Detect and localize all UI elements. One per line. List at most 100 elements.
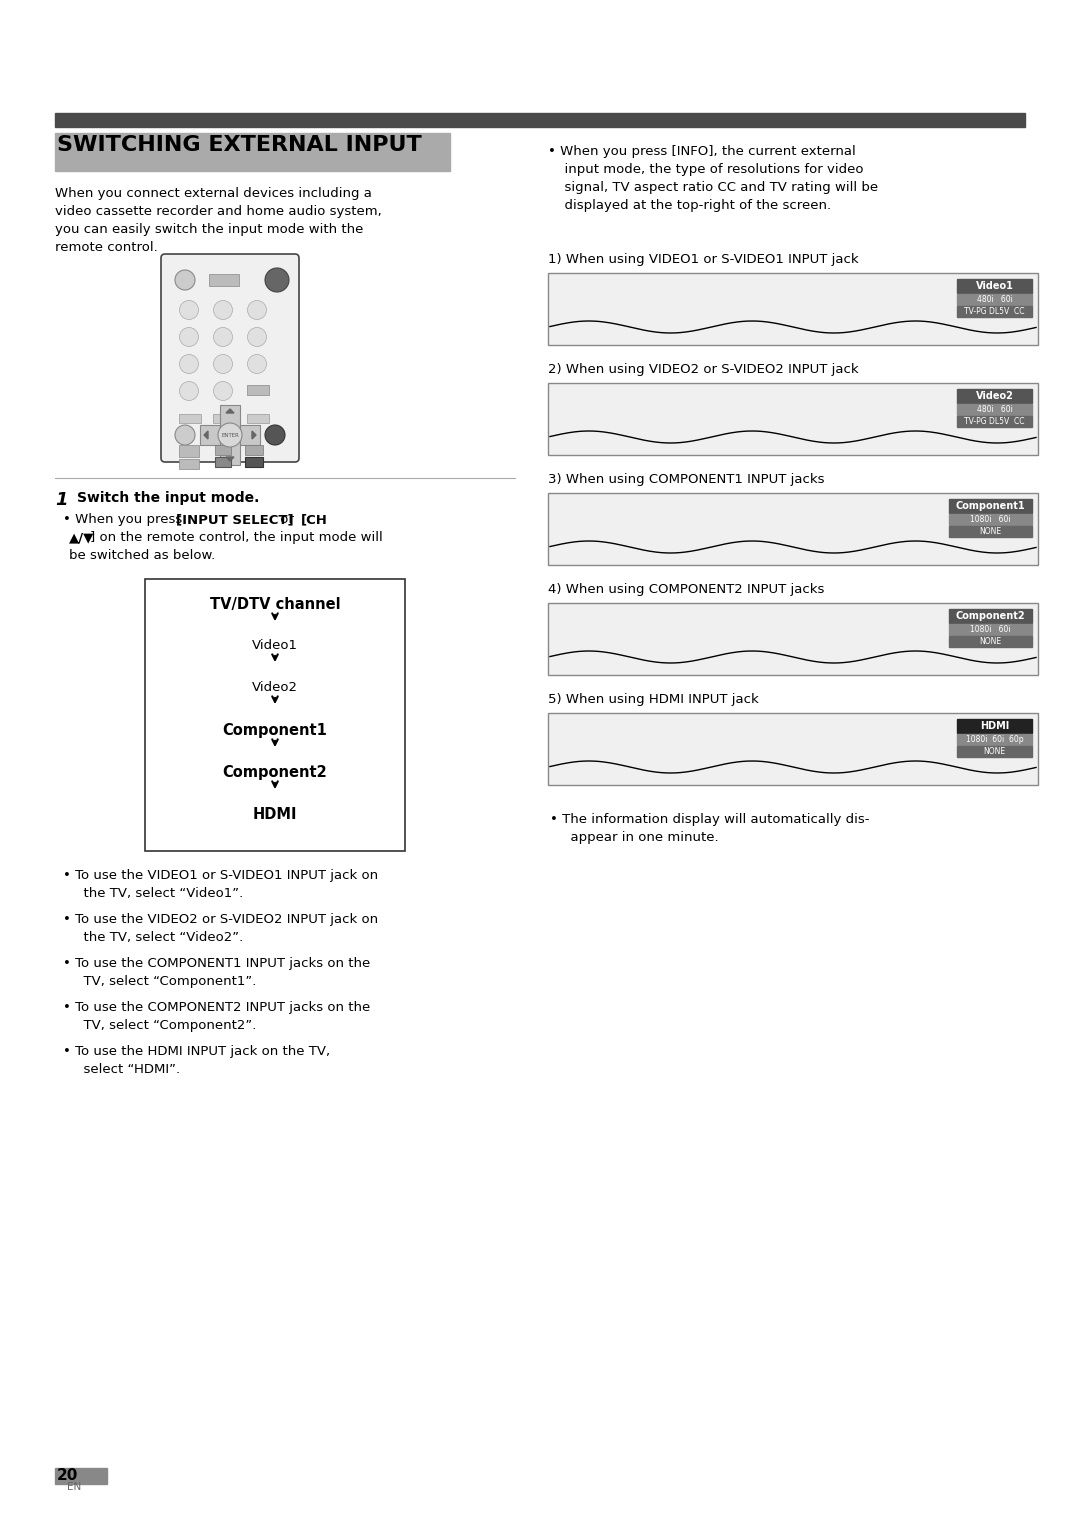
Circle shape xyxy=(179,327,199,347)
Text: • To use the VIDEO1 or S-VIDEO1 INPUT jack on: • To use the VIDEO1 or S-VIDEO1 INPUT ja… xyxy=(63,869,378,882)
Bar xyxy=(548,714,1038,785)
Bar xyxy=(548,604,1038,675)
Circle shape xyxy=(214,327,232,347)
Text: appear in one minute.: appear in one minute. xyxy=(562,831,718,843)
Bar xyxy=(949,623,1032,636)
Text: input mode, the type of resolutions for video: input mode, the type of resolutions for … xyxy=(556,163,864,176)
Bar xyxy=(145,579,405,851)
Text: When you connect external devices including a: When you connect external devices includ… xyxy=(55,186,372,200)
Polygon shape xyxy=(226,410,234,413)
Circle shape xyxy=(247,327,267,347)
Bar xyxy=(957,720,1032,733)
Bar xyxy=(949,636,1032,646)
Text: select “HDMI”.: select “HDMI”. xyxy=(75,1063,180,1076)
Text: TV-PG DL5V  CC: TV-PG DL5V CC xyxy=(964,417,1025,426)
Text: Video2: Video2 xyxy=(975,391,1013,400)
Text: TV/DTV channel: TV/DTV channel xyxy=(210,597,340,613)
Bar xyxy=(548,274,1038,345)
Text: Component2: Component2 xyxy=(222,766,327,779)
Text: 1080i   60i: 1080i 60i xyxy=(970,625,1011,634)
Bar xyxy=(245,457,264,468)
Bar xyxy=(210,274,239,286)
Text: Video1: Video1 xyxy=(975,281,1013,290)
Bar xyxy=(55,113,1025,127)
Bar xyxy=(220,405,240,465)
Bar xyxy=(957,293,1032,306)
Bar xyxy=(957,280,1032,293)
Text: 480i   60i: 480i 60i xyxy=(976,405,1012,414)
Text: displayed at the top-right of the screen.: displayed at the top-right of the screen… xyxy=(556,199,832,212)
Text: Switch the input mode.: Switch the input mode. xyxy=(77,490,259,504)
Bar xyxy=(215,457,231,468)
Text: 1) When using VIDEO1 or S-VIDEO1 INPUT jack: 1) When using VIDEO1 or S-VIDEO1 INPUT j… xyxy=(548,254,859,266)
Text: 1080i  60i  60p: 1080i 60i 60p xyxy=(966,735,1024,744)
Text: Component1: Component1 xyxy=(956,501,1025,510)
Text: 5) When using HDMI INPUT jack: 5) When using HDMI INPUT jack xyxy=(548,694,759,706)
Text: HDMI: HDMI xyxy=(253,807,297,822)
Bar xyxy=(949,610,1032,623)
Circle shape xyxy=(175,425,195,445)
Text: • To use the HDMI INPUT jack on the TV,: • To use the HDMI INPUT jack on the TV, xyxy=(63,1045,330,1057)
Text: be switched as below.: be switched as below. xyxy=(69,549,215,562)
Text: SWITCHING EXTERNAL INPUT: SWITCHING EXTERNAL INPUT xyxy=(57,134,422,154)
Bar xyxy=(55,1468,107,1484)
Text: 20: 20 xyxy=(57,1468,79,1484)
Bar xyxy=(957,403,1032,416)
Text: 1: 1 xyxy=(55,490,67,509)
Text: [CH: [CH xyxy=(301,513,328,526)
Bar xyxy=(548,384,1038,455)
Circle shape xyxy=(247,301,267,319)
Bar xyxy=(949,513,1032,526)
Bar xyxy=(245,445,264,455)
Circle shape xyxy=(265,267,289,292)
Text: • The information display will automatically dis-: • The information display will automatic… xyxy=(550,813,869,827)
Text: EN: EN xyxy=(67,1482,81,1491)
Text: NONE: NONE xyxy=(980,527,1001,536)
Text: • To use the COMPONENT1 INPUT jacks on the: • To use the COMPONENT1 INPUT jacks on t… xyxy=(63,957,370,970)
Bar xyxy=(213,414,235,423)
Text: Video1: Video1 xyxy=(252,639,298,652)
Text: Video2: Video2 xyxy=(252,681,298,694)
Polygon shape xyxy=(204,431,208,439)
Text: • To use the VIDEO2 or S-VIDEO2 INPUT jack on: • To use the VIDEO2 or S-VIDEO2 INPUT ja… xyxy=(63,914,378,926)
Polygon shape xyxy=(226,457,234,461)
Bar xyxy=(247,414,269,423)
Text: or: or xyxy=(276,513,298,526)
Text: TV, select “Component1”.: TV, select “Component1”. xyxy=(75,975,256,989)
Bar xyxy=(179,414,201,423)
Text: Component1: Component1 xyxy=(222,723,327,738)
Circle shape xyxy=(179,354,199,373)
Polygon shape xyxy=(252,431,256,439)
Text: video cassette recorder and home audio system,: video cassette recorder and home audio s… xyxy=(55,205,381,219)
Circle shape xyxy=(175,270,195,290)
Bar xyxy=(179,445,199,457)
Bar xyxy=(55,133,450,171)
Text: ] on the remote control, the input mode will: ] on the remote control, the input mode … xyxy=(90,532,382,544)
Bar xyxy=(949,526,1032,536)
Text: 3) When using COMPONENT1 INPUT jacks: 3) When using COMPONENT1 INPUT jacks xyxy=(548,474,824,486)
Circle shape xyxy=(179,382,199,400)
Text: the TV, select “Video2”.: the TV, select “Video2”. xyxy=(75,931,243,944)
Text: • To use the COMPONENT2 INPUT jacks on the: • To use the COMPONENT2 INPUT jacks on t… xyxy=(63,1001,370,1015)
Text: • When you press [INFO], the current external: • When you press [INFO], the current ext… xyxy=(548,145,855,157)
Text: NONE: NONE xyxy=(984,747,1005,756)
Text: remote control.: remote control. xyxy=(55,241,158,254)
Text: you can easily switch the input mode with the: you can easily switch the input mode wit… xyxy=(55,223,363,235)
Text: the TV, select “Video1”.: the TV, select “Video1”. xyxy=(75,886,243,900)
Bar xyxy=(957,306,1032,316)
Bar xyxy=(200,425,260,445)
Text: signal, TV aspect ratio CC and TV rating will be: signal, TV aspect ratio CC and TV rating… xyxy=(556,180,878,194)
Bar xyxy=(957,416,1032,426)
Text: ▲/▼: ▲/▼ xyxy=(69,532,94,544)
Bar xyxy=(949,500,1032,513)
Text: NONE: NONE xyxy=(980,637,1001,646)
FancyBboxPatch shape xyxy=(161,254,299,461)
Circle shape xyxy=(214,382,232,400)
Bar xyxy=(215,445,231,455)
Circle shape xyxy=(218,423,242,448)
Bar xyxy=(957,733,1032,746)
Circle shape xyxy=(179,301,199,319)
Text: Component2: Component2 xyxy=(956,611,1025,620)
Text: 4) When using COMPONENT2 INPUT jacks: 4) When using COMPONENT2 INPUT jacks xyxy=(548,584,824,596)
Bar xyxy=(179,458,199,469)
